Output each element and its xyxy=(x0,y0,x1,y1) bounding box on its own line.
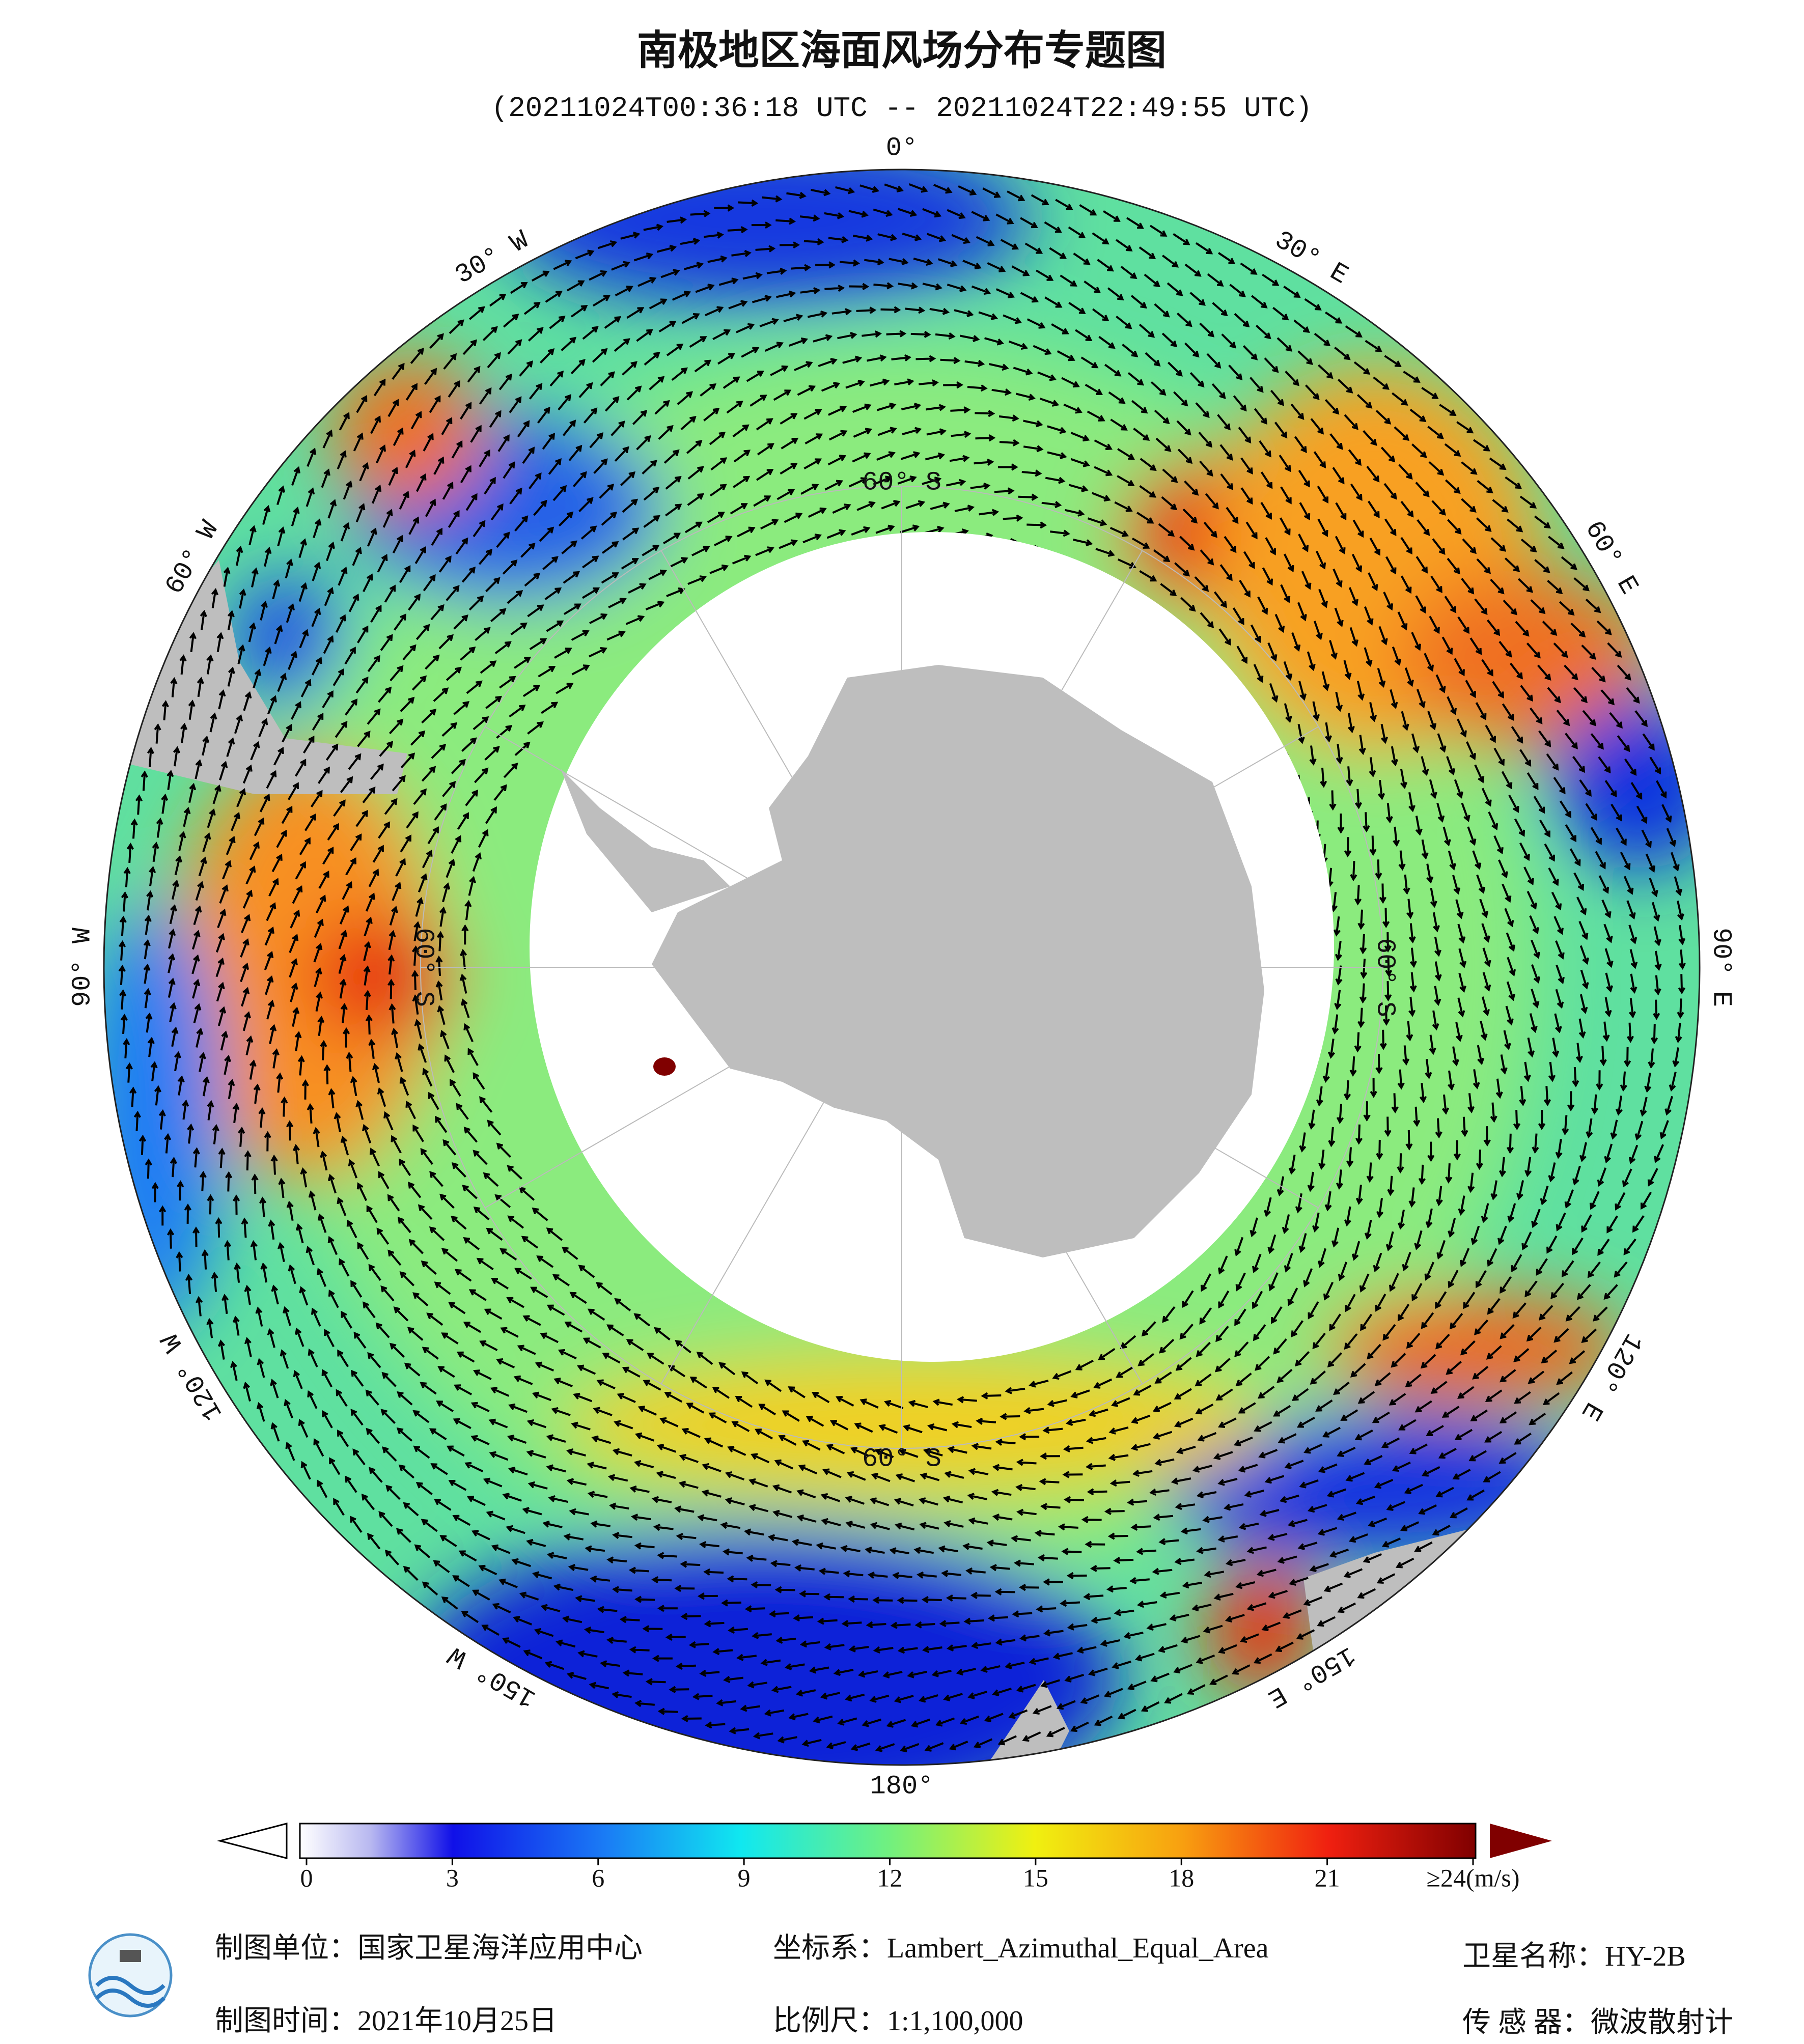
colorbar-tick-label: 21 xyxy=(1315,1863,1340,1892)
colorbar-over xyxy=(1490,1824,1552,1858)
footer-satellite: 卫星名称：HY-2B xyxy=(1462,1941,1686,1972)
subtitle: (20211024T00:36:18 UTC -- 20211024T22:49… xyxy=(491,92,1312,125)
colorbar-tick-label: 12 xyxy=(877,1863,903,1892)
colorbar-under xyxy=(217,1823,288,1859)
antarctica xyxy=(561,665,1264,1257)
footer-crs: 坐标系：Lambert_Azimuthal_Equal_Area xyxy=(773,1933,1269,1964)
footer-scale: 比例尺：1:1,100,000 xyxy=(773,2005,1023,2037)
footer-sensor: 传 感 器：微波散射计 xyxy=(1462,2007,1733,2038)
footer-unit: 制图单位：国家卫星海洋应用中心 xyxy=(215,1933,643,1964)
colorbar-tick-label: 9 xyxy=(738,1863,751,1892)
lon-label: 180° xyxy=(870,1772,934,1802)
map-border xyxy=(103,169,1701,1766)
footer-date: 制图时间：2021年10月25日 xyxy=(215,2005,557,2037)
lat-label: 60° S xyxy=(862,468,941,498)
lon-label: 90° E xyxy=(1706,928,1736,1007)
title: 南极地区海面风场分布专题图 xyxy=(637,29,1167,73)
lat-label: 60° S xyxy=(408,928,438,1007)
colorbar-tick-label: 3 xyxy=(446,1863,459,1892)
wind-arrows xyxy=(118,183,1686,1753)
logo xyxy=(88,1933,173,2018)
colorbar: 0 3 6 9 12 15 18 21 ≥24(m/s) xyxy=(217,1823,1552,1892)
colorbar-tick-label: 18 xyxy=(1169,1863,1194,1892)
lon-label: 0° xyxy=(886,133,918,163)
colorbar-bar xyxy=(299,1823,1477,1859)
lat-label: 60° S xyxy=(1370,938,1400,1017)
lon-label: 90° W xyxy=(68,927,98,1007)
lat-label: 60° S xyxy=(862,1444,941,1474)
colorbar-tick-label: ≥24(m/s) xyxy=(1427,1863,1520,1892)
colorbar-tick-label: 0 xyxy=(300,1863,313,1892)
island xyxy=(653,1057,676,1076)
colorbar-tick-label: 15 xyxy=(1023,1863,1048,1892)
colorbar-tick-label: 6 xyxy=(592,1863,604,1892)
